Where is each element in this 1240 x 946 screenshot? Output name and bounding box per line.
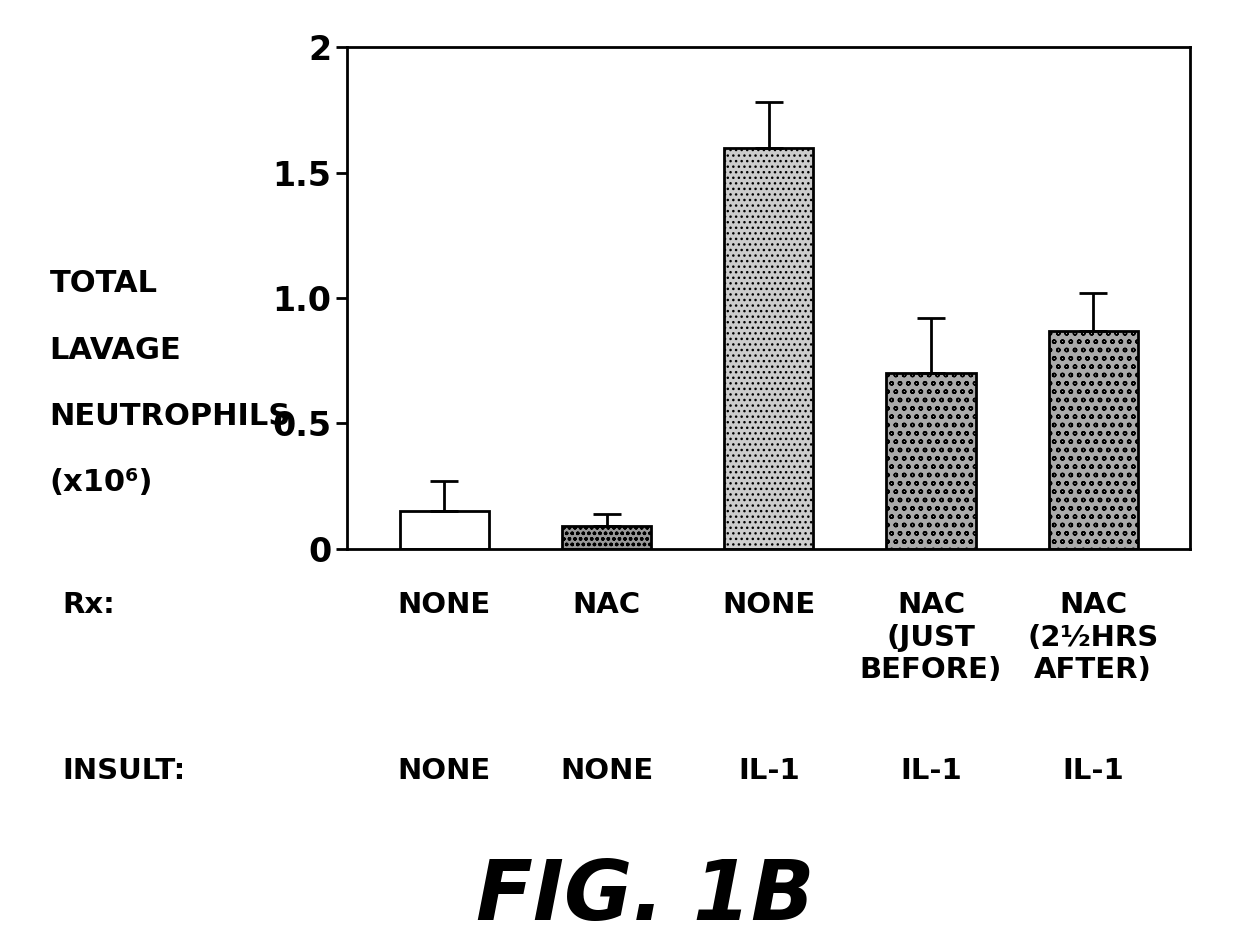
Text: NAC: NAC [573,591,641,620]
Text: NONE: NONE [398,757,491,785]
Bar [724,148,813,549]
Text: INSULT:: INSULT: [62,757,185,785]
Text: FIG. 1B: FIG. 1B [476,855,813,937]
Bar [562,526,651,549]
Bar [887,374,976,549]
Text: IL-1: IL-1 [1063,757,1123,785]
Text: (x10⁶): (x10⁶) [50,468,153,497]
Text: IL-1: IL-1 [900,757,962,785]
Bar [399,511,489,549]
Text: NONE: NONE [398,591,491,620]
Text: NAC
(2½HRS
AFTER): NAC (2½HRS AFTER) [1028,591,1158,684]
Text: NEUTROPHILS: NEUTROPHILS [50,402,291,430]
Text: NAC
(JUST
BEFORE): NAC (JUST BEFORE) [859,591,1002,684]
Text: LAVAGE: LAVAGE [50,336,181,364]
Text: IL-1: IL-1 [738,757,800,785]
Text: NONE: NONE [560,757,653,785]
Bar [1049,330,1138,549]
Text: Rx:: Rx: [62,591,115,620]
Text: TOTAL: TOTAL [50,270,157,298]
Text: NONE: NONE [722,591,816,620]
